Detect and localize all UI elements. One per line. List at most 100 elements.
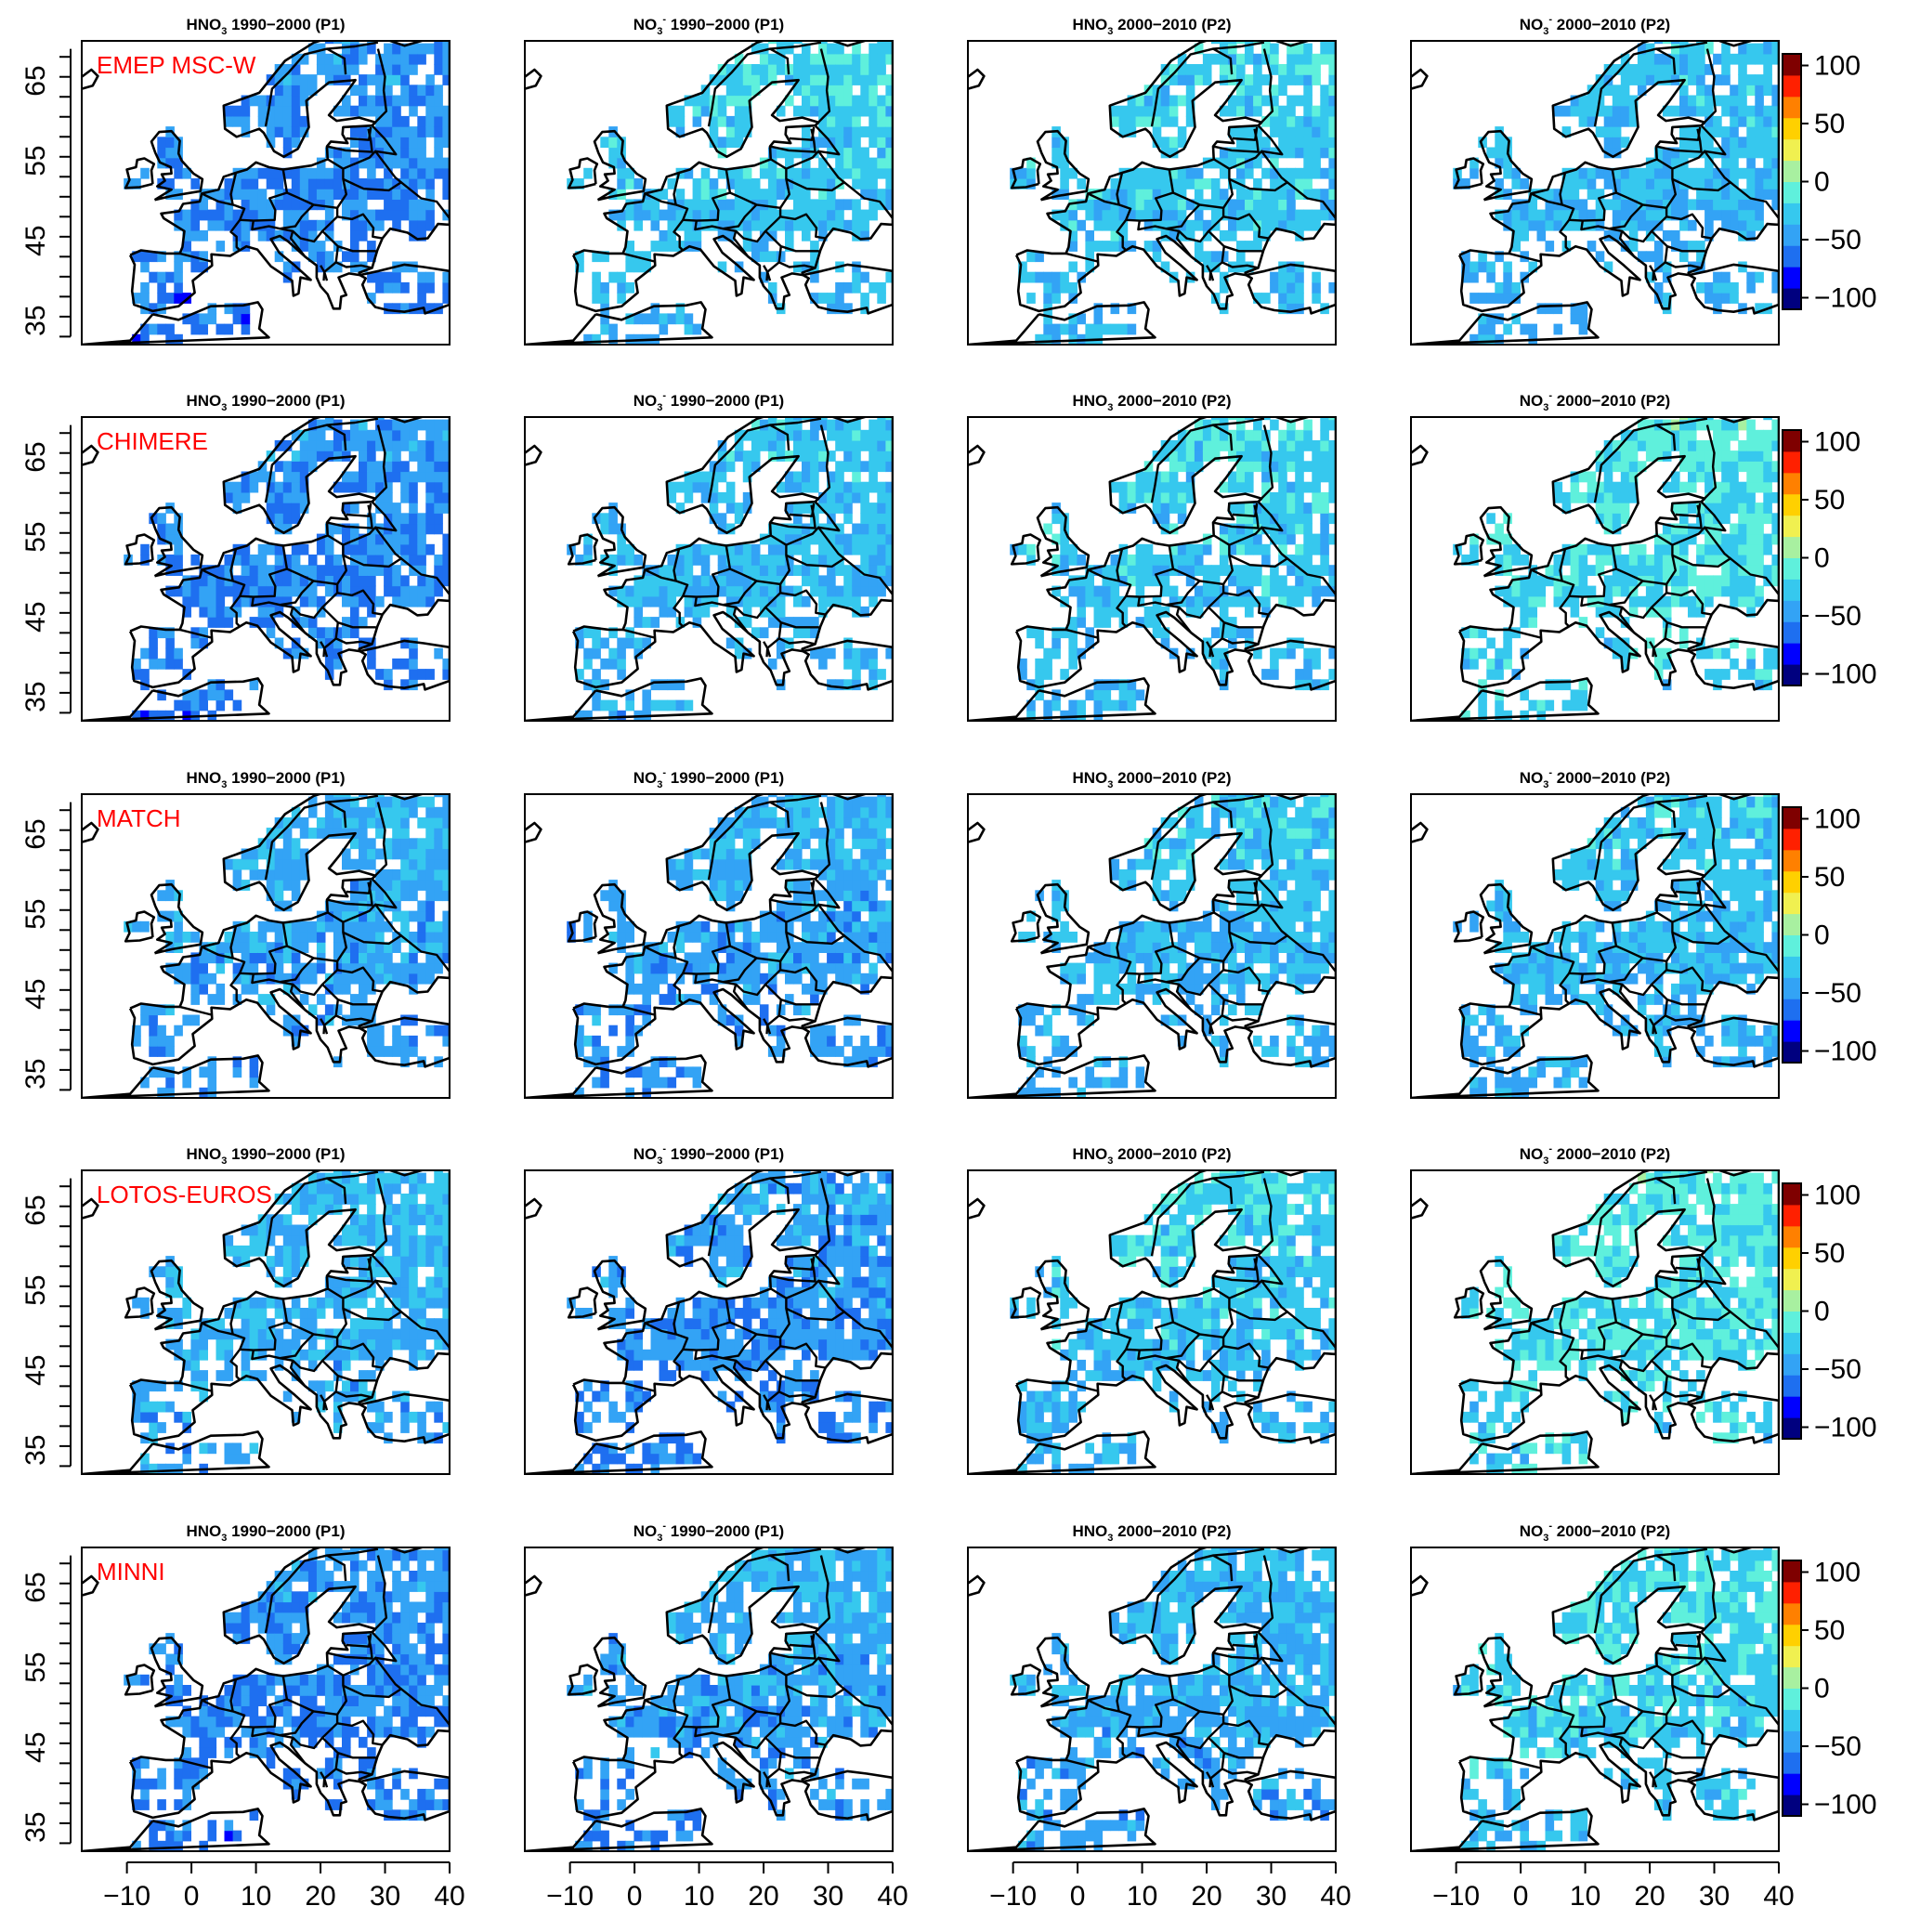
x-tick-label: 30 [1699, 1881, 1730, 1912]
map-panel-1-3: HNO3 2000−2010 (P2) [967, 16, 1337, 346]
colorbar-tick-label: 100 [1814, 1181, 1861, 1211]
map-panel-1-1: HNO3 1990−2000 (P1) EMEP MSC-W [81, 16, 451, 346]
colorbars: 100500−50−100100500−50−100100500−50−1001… [1782, 51, 1877, 1821]
colorbar-tick-label: 0 [1814, 1674, 1830, 1704]
x-tick-label: −10 [989, 1881, 1037, 1912]
x-tick-label: 30 [370, 1881, 400, 1912]
y-tick-label: 45 [20, 225, 51, 255]
map-field [1411, 794, 1779, 1098]
x-tick-label: 20 [305, 1881, 335, 1912]
panel-title: NO3- 1990−2000 (P1) [633, 14, 784, 37]
axes-labels: 35 45 55 65 35 45 55 65 35 45 55 65 35 45 55 65 35 45 55 65… [20, 48, 1795, 1912]
panel-title: HNO3 1990−2000 (P1) [186, 1145, 345, 1167]
map-field [82, 1547, 450, 1851]
y-tick-label: 65 [20, 1572, 51, 1602]
map-field [968, 794, 1336, 1098]
map-field [1411, 1547, 1779, 1851]
map-field [525, 794, 893, 1098]
colorbar-tick-label: 100 [1814, 51, 1861, 82]
colorbar-tick-label: 0 [1814, 167, 1830, 198]
map-panel-4-1: HNO3 1990−2000 (P1) LOTOS-EUROS [81, 1145, 451, 1475]
x-tick-label: 0 [1513, 1881, 1529, 1912]
colorbar-tick-label: 50 [1814, 109, 1845, 139]
map-panel-1-4: NO3- 2000−2010 (P2) [1410, 14, 1780, 346]
x-tick-label: 10 [241, 1881, 271, 1912]
map-frame [524, 1169, 894, 1475]
map-panel-4-4: NO3- 2000−2010 (P2) [1410, 1143, 1780, 1475]
map-panel-5-1: HNO3 1990−2000 (P1) MINNI [81, 1522, 451, 1852]
colorbar-tick-label: 100 [1814, 804, 1861, 835]
x-axis: −10 0 10 20 30 40 [989, 1861, 1352, 1912]
y-tick-label: 65 [20, 441, 51, 472]
map-frame [967, 1169, 1337, 1475]
model-label: CHIMERE [97, 427, 208, 455]
colorbar-tick-label: −50 [1814, 1354, 1861, 1385]
colorbar-tick-label: −50 [1814, 601, 1861, 632]
map-panel-2-1: HNO3 1990−2000 (P1) CHIMERE [81, 392, 451, 722]
panel-title: HNO3 2000−2010 (P2) [1072, 392, 1231, 413]
panel-title: HNO3 1990−2000 (P1) [186, 1522, 345, 1544]
panel-title: NO3- 2000−2010 (P2) [1520, 14, 1670, 37]
y-tick-label: 55 [20, 145, 51, 176]
map-frame [1410, 793, 1780, 1099]
y-axis: 35 45 55 65 [20, 424, 72, 714]
map-frame [967, 416, 1337, 722]
colorbar-tick-label: −50 [1814, 1731, 1861, 1762]
colorbar-tick-label: 50 [1814, 862, 1845, 893]
map-frame [81, 1547, 451, 1852]
map-field [968, 417, 1336, 721]
map-panel-3-3: HNO3 2000−2010 (P2) [967, 769, 1337, 1099]
panel-title: NO3- 1990−2000 (P1) [633, 390, 784, 413]
map-field [525, 1170, 893, 1474]
panel-title: NO3- 1990−2000 (P1) [633, 767, 784, 790]
map-field [82, 417, 450, 721]
x-tick-label: 10 [684, 1881, 714, 1912]
y-tick-label: 55 [20, 898, 51, 929]
colorbar-tick-label: −100 [1814, 1413, 1877, 1443]
model-label: MATCH [97, 804, 181, 832]
map-panel-3-4: NO3- 2000−2010 (P2) [1410, 767, 1780, 1099]
map-field [82, 1170, 450, 1474]
panel-title: NO3- 2000−2010 (P2) [1520, 390, 1670, 413]
x-tick-label: 40 [877, 1881, 908, 1912]
map-field [525, 41, 893, 345]
map-field [968, 41, 1336, 345]
colorbar-tick-label: −50 [1814, 978, 1861, 1009]
map-panel-3-2: NO3- 1990−2000 (P1) [524, 767, 894, 1099]
panel-title: HNO3 2000−2010 (P2) [1072, 769, 1231, 790]
colorbar: 100 50 0 −50 −100 [1782, 1181, 1877, 1443]
panel-title: HNO3 1990−2000 (P1) [186, 769, 345, 790]
x-tick-label: 20 [1191, 1881, 1221, 1912]
colorbar-tick-label: 50 [1814, 1238, 1845, 1269]
x-tick-label: 0 [1070, 1881, 1086, 1912]
map-frame [524, 793, 894, 1099]
colorbar-tick-label: 0 [1814, 920, 1830, 951]
x-tick-label: 40 [1763, 1881, 1794, 1912]
colorbar-tick-label: 100 [1814, 427, 1861, 458]
map-panel-4-2: NO3- 1990−2000 (P1) [524, 1143, 894, 1475]
colorbar: 100 50 0 −50 −100 [1782, 1558, 1877, 1821]
x-tick-label: 0 [627, 1881, 643, 1912]
map-frame [1410, 416, 1780, 722]
map-frame [1410, 1547, 1780, 1852]
y-tick-label: 35 [20, 1811, 51, 1842]
panel-title: HNO3 1990−2000 (P1) [186, 392, 345, 413]
panel-title: NO3- 2000−2010 (P2) [1520, 1521, 1670, 1544]
y-axis: 35 45 55 65 [20, 48, 72, 338]
map-frame [524, 1547, 894, 1852]
y-tick-label: 35 [20, 1058, 51, 1089]
map-field [82, 794, 450, 1098]
colorbar: 100 50 0 −50 −100 [1782, 804, 1877, 1067]
x-tick-label: 20 [748, 1881, 778, 1912]
y-tick-label: 45 [20, 1354, 51, 1385]
colorbar-tick-label: 0 [1814, 543, 1830, 574]
model-label: EMEP MSC-W [97, 51, 256, 79]
map-panel-5-2: NO3- 1990−2000 (P1) [524, 1521, 894, 1852]
y-tick-label: 35 [20, 305, 51, 335]
colorbar-tick-label: 0 [1814, 1297, 1830, 1327]
map-panel-4-3: HNO3 2000−2010 (P2) [967, 1145, 1337, 1475]
y-tick-label: 55 [20, 1274, 51, 1305]
map-frame [1410, 1169, 1780, 1475]
x-tick-label: 40 [1320, 1881, 1351, 1912]
